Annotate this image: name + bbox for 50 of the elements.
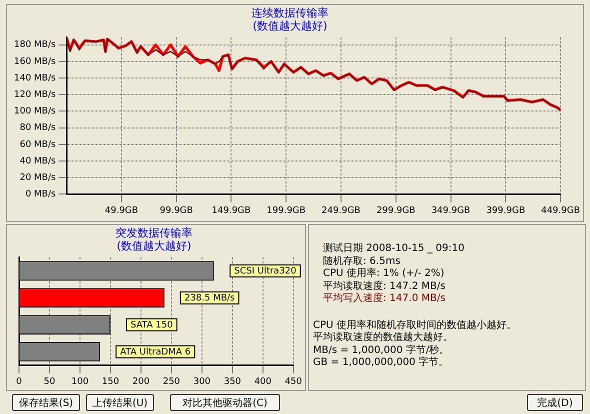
x-tick-label: 349.9GB: [431, 206, 470, 216]
y-tick-label: 120 MB/s: [14, 90, 56, 100]
y-tick-label: ATA UltraDMA 6: [120, 348, 191, 358]
data-label: 238.5 MB/s: [184, 294, 236, 304]
y-tick-label: 160 MB/s: [14, 56, 56, 67]
x-tick-label: 400: [254, 376, 272, 387]
y-tick-label: 100 MB/s: [14, 106, 56, 117]
text: 上传结果(U): [86, 394, 154, 411]
y-tick-label: 20 MB/s: [20, 172, 56, 183]
x-tick-label: 450: [284, 376, 302, 387]
y-tick-label: 0 MB/s: [25, 190, 56, 200]
y-tick-label: 80 MB/s: [20, 123, 56, 134]
chart-title: 突发数据传输率: [116, 226, 192, 240]
chart-subtitle: (数值越大越好): [252, 20, 328, 33]
x-tick-label: 249.9GB: [322, 206, 360, 216]
text: 平均读取速度: 147.2 MB/s: [322, 280, 446, 292]
x-tick-label: 0: [16, 376, 22, 387]
text: 平均写入速度: 147.0 MB/s: [322, 293, 446, 306]
y-tick-label: SCSI Ultra320: [234, 266, 297, 277]
x-tick-label: 100: [71, 376, 89, 387]
text: 平均读取速度的数值越大越好。: [313, 332, 454, 344]
x-tick-label: 49.9GB: [104, 206, 138, 216]
x-tick-label: 200: [132, 376, 150, 387]
text: MB/s = 1,000,000 字节/秒。: [313, 344, 450, 356]
text: 测试日期 2008-10-15 _ 09:10: [322, 243, 466, 256]
text: GB = 1,000,000,000 字节。: [313, 357, 450, 370]
x-tick-label: 199.9GB: [266, 206, 306, 216]
x-tick-label: 50: [44, 376, 56, 387]
x-tick-label: 99.9GB: [160, 206, 193, 216]
y-tick-label: 180 MB/s: [14, 40, 56, 50]
y-tick-label: 40 MB/s: [20, 156, 56, 166]
text: 保存结果(S): [12, 394, 80, 411]
x-tick-label: 149.9GB: [212, 206, 251, 216]
chart-subtitle: (数值越大越好): [116, 240, 192, 253]
text: CPU 使用率: 1% (+/- 2%): [322, 268, 446, 280]
x-tick-label: 449.9GB: [541, 206, 580, 216]
text: CPU 使用率和随机存取时间的数值越小越好。: [313, 320, 518, 332]
y-tick-label: SATA 150: [130, 320, 174, 331]
y-tick-label: 60 MB/s: [20, 140, 56, 150]
chart-title: 连续数据传输率: [252, 6, 328, 20]
x-tick-label: 150: [102, 376, 120, 387]
text: 完成(D): [527, 394, 583, 411]
x-tick-label: 300: [193, 376, 211, 387]
x-tick-label: 350: [224, 376, 242, 387]
text: 对比其他驱动器(C): [170, 394, 280, 411]
x-tick-label: 399.9GB: [486, 206, 526, 216]
y-tick-label: 140 MB/s: [14, 73, 56, 84]
text: 随机存取: 6.5ms: [322, 256, 402, 268]
x-tick-label: 299.9GB: [376, 206, 416, 216]
x-tick-label: 250: [162, 376, 180, 387]
